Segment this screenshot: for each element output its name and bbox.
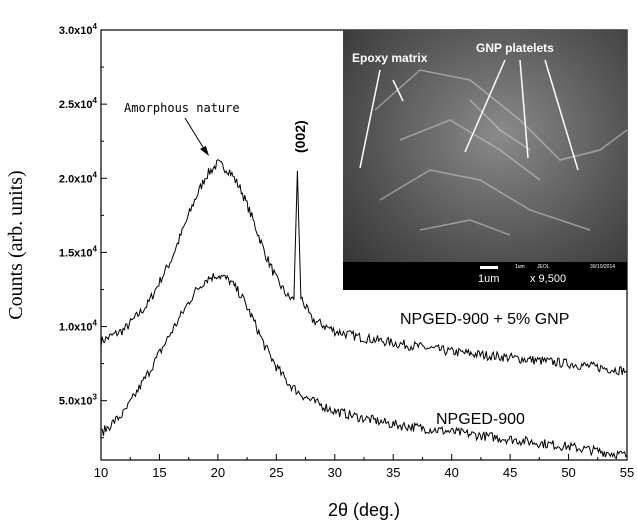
series-line-0 xyxy=(100,159,628,376)
sem-inset: 1um 1um JEOL 30/10/2014 x 9,500 Epoxy ma… xyxy=(343,30,628,290)
x-tick-label: 35 xyxy=(386,465,400,480)
y-tick-label: 3.0x104 xyxy=(59,22,98,37)
x-tick-label: 40 xyxy=(444,465,458,480)
y-tick-label: 1.5x104 xyxy=(59,244,98,259)
x-tick-label: 15 xyxy=(152,465,166,480)
sem-arrow-1 xyxy=(359,69,381,169)
series-label-gnp: NPGED-900 + 5% GNP xyxy=(400,311,569,328)
sem-instrument: JEOL xyxy=(537,264,550,270)
x-tick-label: 55 xyxy=(620,465,634,480)
x-tick-label: 20 xyxy=(211,465,225,480)
sem-arrow-3 xyxy=(464,59,506,153)
amorphous-arrowhead xyxy=(200,146,209,156)
sem-magnification: x 9,500 xyxy=(530,273,566,285)
sem-arrow-2 xyxy=(392,79,404,102)
sem-scalebar xyxy=(480,266,498,269)
sem-date: 30/10/2014 xyxy=(590,264,615,270)
x-tick-label: 30 xyxy=(328,465,342,480)
y-tick-label: 1.0x104 xyxy=(59,319,98,334)
x-tick-label: 25 xyxy=(269,465,283,480)
x-axis: 10 15 20 25 30 35 40 45 50 55 xyxy=(94,454,634,480)
sem-micro-text: 1um xyxy=(515,264,525,270)
y-axis-label: Counts (arb. units) xyxy=(5,170,27,319)
sem-scalebar-label: 1um xyxy=(478,273,499,285)
peak-label: (002) xyxy=(292,120,308,153)
sem-label-gnp: GNP platelets xyxy=(476,41,554,55)
sem-arrow-4 xyxy=(519,59,529,159)
y-axis: 5.0x103 1.0x104 1.5x104 2.0x104 2.5x104 3.0x1… xyxy=(59,22,107,439)
series-group xyxy=(100,159,628,460)
y-tick-label: 5.0x103 xyxy=(59,393,98,408)
y-tick-label: 2.5x104 xyxy=(59,96,98,111)
x-tick-label: 50 xyxy=(561,465,575,480)
amorphous-arrow xyxy=(184,117,207,153)
sem-arrow-5 xyxy=(544,59,579,171)
amorphous-annotation: Amorphous nature xyxy=(124,101,240,115)
sem-texture xyxy=(374,69,628,236)
x-tick-label: 10 xyxy=(94,465,108,480)
x-axis-label: 2θ (deg.) xyxy=(328,500,400,520)
series-line-1 xyxy=(101,273,628,460)
sem-image xyxy=(343,30,627,290)
sem-label-epoxy: Epoxy matrix xyxy=(352,51,428,65)
x-tick-label: 45 xyxy=(503,465,517,480)
y-tick-label: 2.0x104 xyxy=(59,170,98,185)
series-label-plain: NPGED-900 xyxy=(436,411,525,428)
